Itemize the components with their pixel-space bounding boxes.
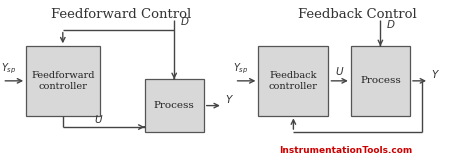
Text: Process: Process bbox=[154, 101, 194, 110]
Text: Process: Process bbox=[360, 76, 401, 85]
Text: Feedback Control: Feedback Control bbox=[299, 8, 417, 21]
Bar bbox=[145, 79, 204, 132]
Text: $Y_{sp}$: $Y_{sp}$ bbox=[233, 62, 249, 77]
Bar bbox=[258, 46, 328, 115]
Text: $Y$: $Y$ bbox=[431, 68, 440, 80]
Text: InstrumentationTools.com: InstrumentationTools.com bbox=[279, 146, 413, 155]
Text: $Y_{sp}$: $Y_{sp}$ bbox=[1, 62, 17, 77]
Text: $U$: $U$ bbox=[94, 113, 104, 125]
Bar bbox=[351, 46, 410, 115]
Text: Feedback
controller: Feedback controller bbox=[269, 71, 318, 91]
Text: $Y$: $Y$ bbox=[225, 93, 234, 105]
Text: Feedforward
controller: Feedforward controller bbox=[31, 71, 94, 91]
Text: $D$: $D$ bbox=[386, 18, 396, 30]
Text: Feedforward Control: Feedforward Control bbox=[51, 8, 191, 21]
Text: $U$: $U$ bbox=[335, 65, 344, 77]
Text: $D$: $D$ bbox=[180, 15, 190, 27]
Bar bbox=[26, 46, 100, 115]
